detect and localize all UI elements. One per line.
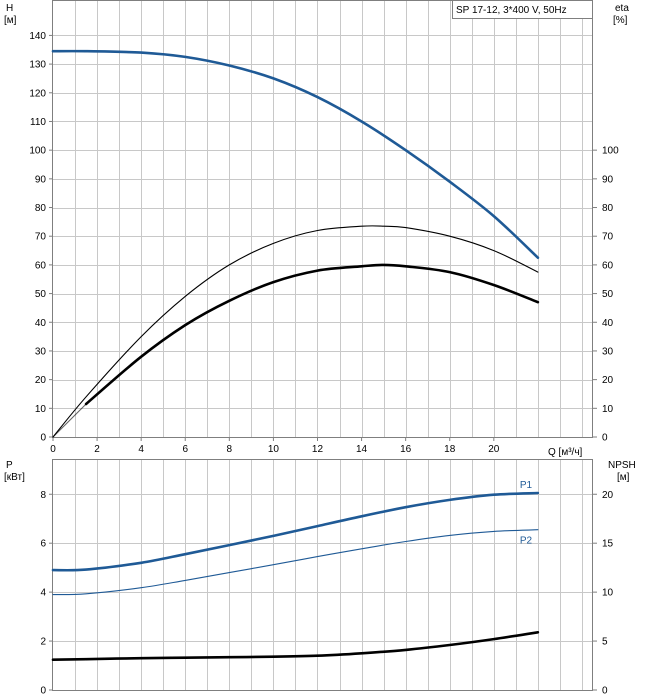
bottom-series: P1 P2 [51,480,540,661]
bottom-grid [53,460,593,690]
left-tick-label: 0 [40,433,46,444]
x-tick-label: 12 [312,444,324,455]
series-label-P2: P2 [520,536,533,547]
left-tick-label: 20 [35,375,47,386]
right-tick-label: 20 [602,490,614,501]
right-tick-label: 80 [602,203,614,214]
legend-text: SP 17-12, 3*400 V, 50Hz [456,5,567,16]
right-tick-label: 50 [602,289,614,300]
right-tick-label: 100 [602,146,619,157]
head-axis-label: H [6,3,13,14]
left-tick-label: 6 [40,539,46,550]
right-tick-label: 10 [602,588,614,599]
left-tick-label: 0 [40,686,46,697]
left-tick-label: 4 [40,588,46,599]
power-axis-label: P [6,460,13,471]
left-tick-label: 110 [30,117,46,128]
right-tick-label: 40 [602,318,614,329]
npsh-axis-unit: [м] [617,472,630,483]
npsh-axis-label: NPSH [608,460,636,471]
eta-axis-unit: [%] [613,15,628,26]
left-tick-label: 60 [35,260,47,271]
series-line-eta_thin [52,225,539,438]
left-tick-label: 130 [29,60,46,71]
x-tick-label: 20 [488,444,500,455]
right-tick-label: 0 [602,433,608,444]
x-axis-unit-label: Q [м³/ч] [548,447,583,458]
x-tick-label: 14 [356,444,368,455]
x-tick-label: 6 [182,444,188,455]
left-tick-label: 70 [35,232,47,243]
left-tick-label: 80 [35,203,47,214]
top-plot-frame [52,0,593,438]
right-tick-label: 20 [602,375,614,386]
left-tick-label: 140 [29,31,46,42]
x-tick-label: 4 [138,444,144,455]
top-grid [53,1,593,437]
x-tick-label: 18 [444,444,456,455]
right-tick-label: 90 [602,174,614,185]
right-tick-label: 15 [602,539,614,550]
left-tick-label: 120 [29,88,46,99]
bottom-plot-frame [52,459,593,691]
left-tick-label: 10 [35,404,47,415]
legend-box [452,0,593,19]
left-tick-label: 90 [35,174,47,185]
series-label-P1: P1 [520,480,533,491]
x-tick-label: 16 [400,444,412,455]
series-line-head [51,49,540,259]
left-tick-label: 30 [35,346,47,357]
right-tick-label: 10 [602,404,614,415]
left-tick-label: 50 [35,289,47,300]
bottom-ticks: 0 2 4 6 8 0 5 10 15 20 [40,490,613,697]
right-tick-label: 60 [602,260,614,271]
left-tick-label: 40 [35,318,47,329]
left-tick-label: 2 [40,637,46,648]
series-line-eta_ext [52,403,87,438]
left-tick-label: 100 [29,146,46,157]
series-line-P1 [51,491,540,572]
top-series [51,49,540,438]
x-tick-label: 10 [268,444,280,455]
x-tick-label: 8 [227,444,233,455]
right-tick-label: 30 [602,346,614,357]
series-line-P2 [52,529,539,596]
power-axis-unit: [кВт] [4,472,25,483]
x-tick-label: 0 [50,444,56,455]
right-tick-label: 0 [602,686,608,697]
eta-axis-label: eta [615,3,629,14]
top-ticks: 0102030405060708090100110120130140010203… [29,31,619,455]
left-tick-label: 8 [40,490,46,501]
series-line-eta_thick [84,263,540,406]
x-tick-label: 2 [94,444,100,455]
head-axis-unit: [м] [4,15,17,26]
series-line-npsh [51,631,540,661]
right-tick-label: 70 [602,232,614,243]
right-tick-label: 5 [602,637,608,648]
